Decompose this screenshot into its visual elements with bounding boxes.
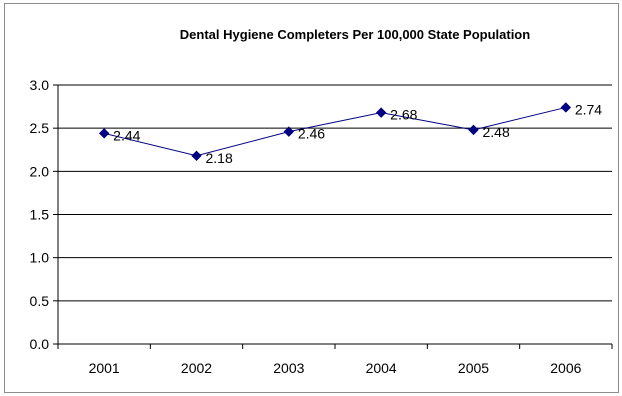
- y-tick-label: 2.5: [30, 120, 50, 136]
- data-label-2006: 2.74: [575, 101, 602, 117]
- data-label-2003: 2.46: [298, 126, 325, 142]
- x-tick-label: 2006: [550, 360, 581, 376]
- x-tick-label: 2005: [458, 360, 489, 376]
- data-point-2002: [191, 150, 202, 162]
- series: [98, 102, 572, 162]
- data-point-2004: [375, 107, 387, 118]
- y-tick-label: 0.5: [30, 293, 50, 309]
- chart-title: Dental Hygiene Completers Per 100,000 St…: [180, 27, 530, 42]
- x-tick-label: 2004: [366, 360, 397, 376]
- y-tick-label: 2.0: [30, 163, 50, 179]
- chart-frame: [4, 3, 619, 393]
- data-label-2005: 2.48: [483, 124, 510, 140]
- y-tick-label: 1.0: [30, 250, 50, 266]
- data-label-2002: 2.18: [206, 150, 233, 166]
- data-label-2001: 2.44: [113, 127, 140, 143]
- x-tick-label: 2001: [89, 360, 120, 376]
- y-tick-label: 0.0: [30, 336, 50, 352]
- y-tick-label: 1.5: [30, 207, 50, 223]
- x-tick-label: 2003: [273, 360, 304, 376]
- x-tick-label: 2002: [181, 360, 212, 376]
- y-tick-label: 3.0: [30, 77, 50, 93]
- gridlines: [58, 84, 612, 302]
- data-labels: 2.44 2.18 2.46 2.68 2.48 2.74: [113, 101, 602, 165]
- data-point-2005: [468, 124, 479, 136]
- data-point-2006: [560, 102, 572, 113]
- axes: 0.0 0.5 1.0 1.5 2.0 2.5 3.0 2001 2002 2003 2004 200…: [30, 77, 613, 376]
- data-label-2004: 2.68: [390, 107, 417, 123]
- data-point-2001: [98, 128, 110, 139]
- series-line: [104, 106, 566, 157]
- data-point-2003: [283, 126, 295, 137]
